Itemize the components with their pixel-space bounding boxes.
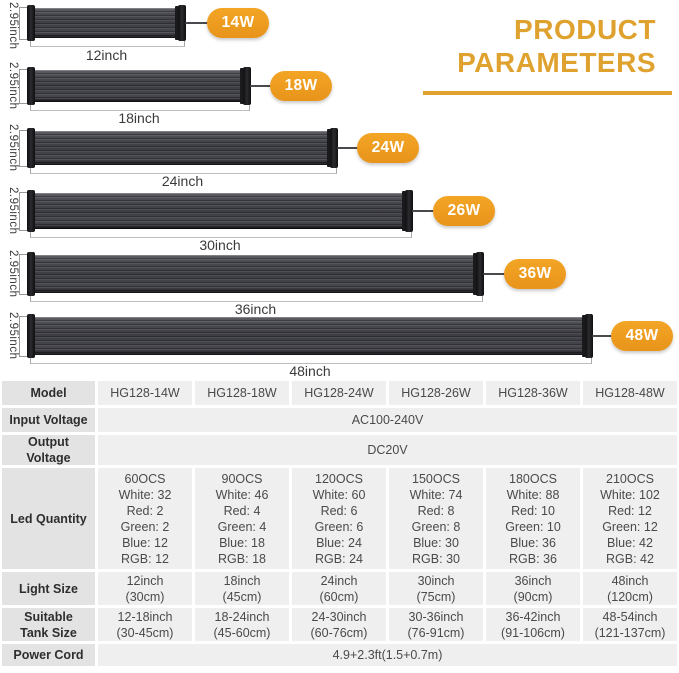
spec-value-tank-size: 30-36inch (76-91cm) [389, 608, 483, 641]
power-wire [250, 85, 272, 87]
wattage-label: 18W [284, 77, 318, 94]
length-label: 24inch [161, 173, 204, 189]
wattage-label: 36W [518, 265, 552, 282]
spec-value-light-size: 48inch (120cm) [583, 572, 677, 605]
spec-value-model: HG128-18W [195, 381, 289, 405]
power-wire [592, 335, 613, 337]
spec-value-power-cord: 4.9+2.3ft(1.5+0.7m) [98, 644, 677, 666]
page-title-line1: PRODUCT [514, 14, 656, 45]
spec-label-led-quantity: Led Quantity [2, 468, 95, 569]
spec-value-input-voltage: AC100-240V [98, 408, 677, 432]
height-bracket [19, 7, 27, 40]
spec-value-led-quantity: 120OCS White: 60 Red: 6 Green: 6 Blue: 2… [292, 468, 386, 569]
spec-value-tank-size: 48-54inch (121-137cm) [583, 608, 677, 641]
dimension-line [30, 358, 592, 364]
height-label: 2.95inch [7, 124, 19, 172]
height-bracket [19, 69, 27, 104]
spec-label-model: Model [2, 381, 95, 405]
spec-label-light-size: Light Size [2, 572, 95, 605]
spec-label-input-voltage: Input Voltage [2, 408, 95, 432]
wattage-label: 14W [221, 14, 255, 31]
dimension-line [30, 41, 185, 47]
light-bar [27, 5, 186, 41]
spec-value-light-size: 30inch (75cm) [389, 572, 483, 605]
dimension-line [30, 296, 483, 302]
dimension-line [30, 168, 337, 174]
spec-value-output-voltage: DC20V [98, 435, 677, 465]
wattage-badge: 14W [207, 8, 269, 38]
spec-value-led-quantity: 210OCS White: 102 Red: 12 Green: 12 Blue… [583, 468, 677, 569]
height-bracket [19, 192, 27, 231]
light-bar [27, 314, 593, 358]
spec-value-light-size: 18inch (45cm) [195, 572, 289, 605]
wattage-label: 24W [371, 139, 405, 156]
height-bracket [19, 316, 27, 357]
spec-table: Model HG128-14W HG128-18W HG128-24W HG12… [2, 381, 677, 666]
spec-value-tank-size: 24-30inch (60-76cm) [292, 608, 386, 641]
wattage-badge: 24W [357, 133, 419, 163]
dimension-line [30, 232, 412, 238]
spec-value-light-size: 12inch (30cm) [98, 572, 192, 605]
height-label: 2.95inch [7, 312, 19, 360]
light-bar [27, 128, 338, 168]
wattage-badge: 26W [433, 196, 495, 226]
spec-value-light-size: 36inch (90cm) [486, 572, 580, 605]
spec-value-tank-size: 36-42inch (91-106cm) [486, 608, 580, 641]
spec-value-led-quantity: 180OCS White: 88 Red: 10 Green: 10 Blue:… [486, 468, 580, 569]
spec-value-model: HG128-14W [98, 381, 192, 405]
height-label: 2.95inch [7, 250, 19, 298]
height-label: 2.95inch [7, 2, 19, 50]
spec-value-light-size: 24inch (60cm) [292, 572, 386, 605]
height-label: 2.95inch [7, 187, 19, 235]
light-bar [27, 67, 251, 105]
dimension-line [30, 105, 250, 111]
title-underline [423, 91, 672, 95]
spec-value-tank-size: 12-18inch (30-45cm) [98, 608, 192, 641]
wattage-label: 26W [447, 202, 481, 219]
spec-label-output-voltage: Output Voltage [2, 435, 95, 465]
length-label: 18inch [118, 110, 160, 126]
light-bar [27, 252, 484, 296]
spec-value-led-quantity: 90OCS White: 46 Red: 4 Green: 4 Blue: 18… [195, 468, 289, 569]
spec-value-model: HG128-24W [292, 381, 386, 405]
power-wire [185, 22, 209, 24]
height-bracket [19, 254, 27, 295]
wattage-badge: 48W [611, 321, 673, 351]
length-label: 48inch [289, 363, 331, 379]
wattage-label: 48W [625, 327, 659, 344]
wattage-badge: 36W [504, 259, 566, 289]
length-label: 30inch [199, 237, 241, 253]
spec-value-model: HG128-26W [389, 381, 483, 405]
page-title: PRODUCT PARAMETERS [457, 13, 656, 79]
spec-value-led-quantity: 60OCS White: 32 Red: 2 Green: 2 Blue: 12… [98, 468, 192, 569]
spec-label-tank-size: Suitable Tank Size [2, 608, 95, 641]
page-title-line2: PARAMETERS [457, 47, 656, 78]
spec-value-model: HG128-48W [583, 381, 677, 405]
wattage-badge: 18W [270, 71, 332, 101]
height-bracket [19, 130, 27, 167]
power-wire [337, 147, 359, 149]
length-label: 12inch [85, 47, 128, 63]
spec-value-led-quantity: 150OCS White: 74 Red: 8 Green: 8 Blue: 3… [389, 468, 483, 569]
height-label: 2.95inch [7, 62, 19, 110]
light-bar [27, 190, 413, 232]
power-wire [412, 210, 435, 212]
spec-label-power-cord: Power Cord [2, 644, 95, 666]
spec-value-model: HG128-36W [486, 381, 580, 405]
spec-value-tank-size: 18-24inch (45-60cm) [195, 608, 289, 641]
power-wire [483, 273, 506, 275]
length-label: 36inch [234, 301, 277, 317]
